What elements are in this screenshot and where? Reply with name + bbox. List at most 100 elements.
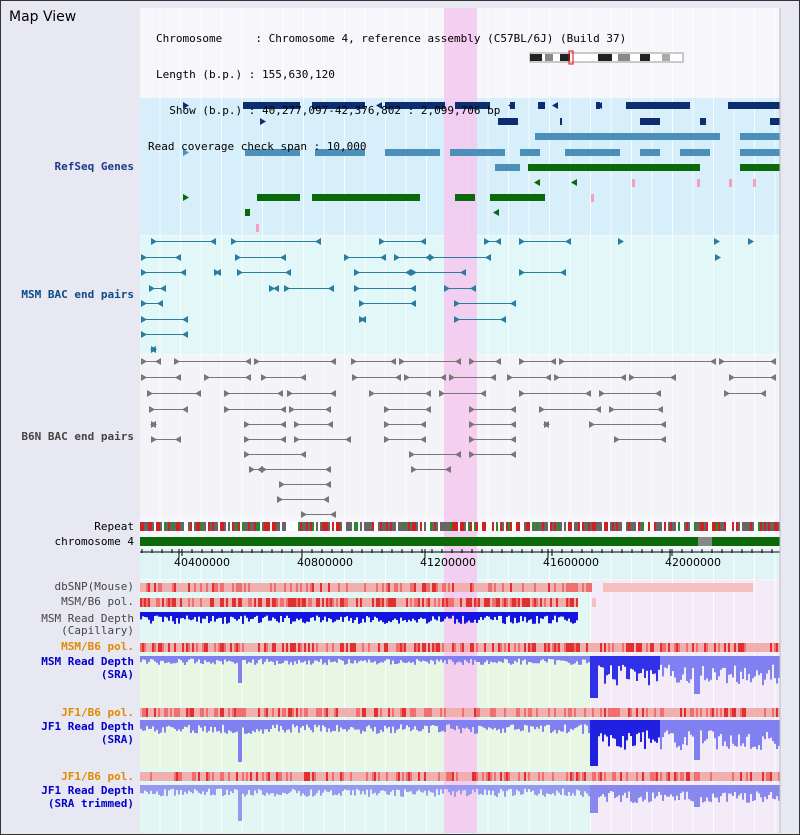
snp-density [274, 772, 276, 781]
read-depth-bar [408, 612, 410, 620]
snp-density [576, 708, 578, 717]
track-label-jf1-depth-trimmed[interactable]: JF1 Read Depth [41, 784, 134, 797]
snp-density [572, 598, 574, 607]
track-label-jf1-depth-sra-sub: (SRA) [100, 733, 134, 746]
snp-density [436, 708, 438, 717]
snp-density [740, 708, 742, 717]
refseq-gene [565, 149, 620, 156]
read-depth-bar [770, 656, 772, 680]
read-depth-bar [466, 785, 468, 797]
read-depth-bar [364, 612, 366, 623]
repeat-element [618, 522, 620, 531]
gene-arrow [559, 358, 565, 365]
read-depth-bar [516, 656, 518, 663]
read-depth-bar [688, 656, 690, 683]
read-depth-bar [158, 785, 160, 795]
track-label-jf1-depth-sra[interactable]: JF1 Read Depth [41, 720, 134, 733]
read-depth-bar [350, 720, 352, 727]
read-depth-bar [278, 656, 280, 664]
snp-density [496, 583, 498, 592]
read-depth-bar [196, 612, 198, 622]
track-label-refseq[interactable]: RefSeq Genes [54, 160, 134, 173]
repeat-element [398, 522, 400, 531]
track-label-jf1-b6-pol-2[interactable]: JF1/B6 pol. [61, 770, 134, 783]
gene-arrow [244, 451, 250, 458]
snp-density [760, 772, 762, 781]
read-depth-bar [744, 785, 746, 794]
read-depth-bar [306, 656, 308, 665]
repeat-element [322, 522, 324, 531]
repeat-element [638, 522, 640, 531]
track-label-b6n-bac[interactable]: B6N BAC end pairs [21, 430, 134, 443]
gene-arrow [411, 269, 417, 276]
read-depth-bar [554, 656, 556, 665]
read-depth-bar [606, 785, 608, 802]
track-label-msm-depth-sra[interactable]: MSM Read Depth [41, 655, 134, 668]
snp-density [250, 583, 252, 592]
snp-density [214, 598, 216, 607]
read-depth-bar [220, 785, 222, 789]
read-depth-bar [172, 612, 174, 622]
repeat-element [538, 522, 540, 531]
track-label-repeat[interactable]: Repeat [94, 520, 134, 533]
track-label-msm-b6-pol[interactable]: MSM/B6 pol. [61, 595, 134, 608]
snp-density [220, 708, 222, 717]
snp-density [708, 708, 710, 717]
read-depth-bar [216, 612, 218, 619]
read-depth-bar [602, 720, 604, 742]
read-depth-bar [348, 785, 350, 791]
snp-density [500, 583, 502, 592]
snp-density [248, 708, 250, 717]
read-depth-bar [760, 720, 762, 750]
snp-density [300, 583, 302, 592]
gene-arrow [215, 269, 221, 276]
snp-density [264, 643, 266, 652]
snp-density [220, 643, 222, 652]
read-depth-bar [458, 720, 460, 729]
read-depth-bar [396, 720, 398, 730]
snp-density [208, 583, 210, 592]
track-label-msm-depth-capillary[interactable]: MSM Read Depth [41, 612, 134, 625]
track-label-dbsnp[interactable]: dbSNP(Mouse) [54, 580, 134, 593]
read-depth-bar [742, 656, 744, 680]
read-depth-bar [216, 656, 218, 661]
snp-density [528, 598, 530, 607]
snp-density [482, 583, 484, 592]
read-depth-bar [356, 656, 358, 664]
gene-arrow [480, 390, 486, 397]
snp-density [754, 643, 756, 652]
snp-density [498, 598, 500, 607]
repeat-element [402, 522, 404, 531]
snp-density [448, 708, 450, 717]
snp-density [408, 583, 410, 592]
read-depth-bar [484, 612, 486, 618]
snp-density [454, 598, 456, 607]
snp-density [172, 598, 174, 607]
snp-density [736, 643, 738, 652]
read-depth-bar [662, 656, 664, 677]
read-depth-bar [498, 612, 500, 616]
snp-density [732, 772, 734, 781]
snp-density [190, 598, 192, 607]
read-depth-bar [586, 785, 588, 794]
snp-density [510, 643, 512, 652]
track-label-jf1-b6-pol[interactable]: JF1/B6 pol. [61, 706, 134, 719]
snp-density [508, 598, 510, 607]
read-depth-bar [490, 720, 492, 729]
snp-density [412, 598, 414, 607]
repeat-element [340, 522, 342, 531]
snp-density [240, 583, 242, 592]
snp-density [244, 708, 246, 717]
track-label-msm-bac[interactable]: MSM BAC end pairs [21, 288, 134, 301]
read-depth-bar [720, 720, 722, 735]
snp-density [748, 643, 750, 652]
read-depth-bar [750, 720, 752, 749]
snp-density [344, 708, 346, 717]
snp-density [676, 772, 678, 781]
snp-density [174, 583, 176, 592]
snp-density [308, 708, 310, 717]
snp-density [398, 598, 400, 607]
track-label-msm-b6-pol-sra[interactable]: MSM/B6 pol. [61, 640, 134, 653]
gene-arrow [440, 374, 446, 381]
